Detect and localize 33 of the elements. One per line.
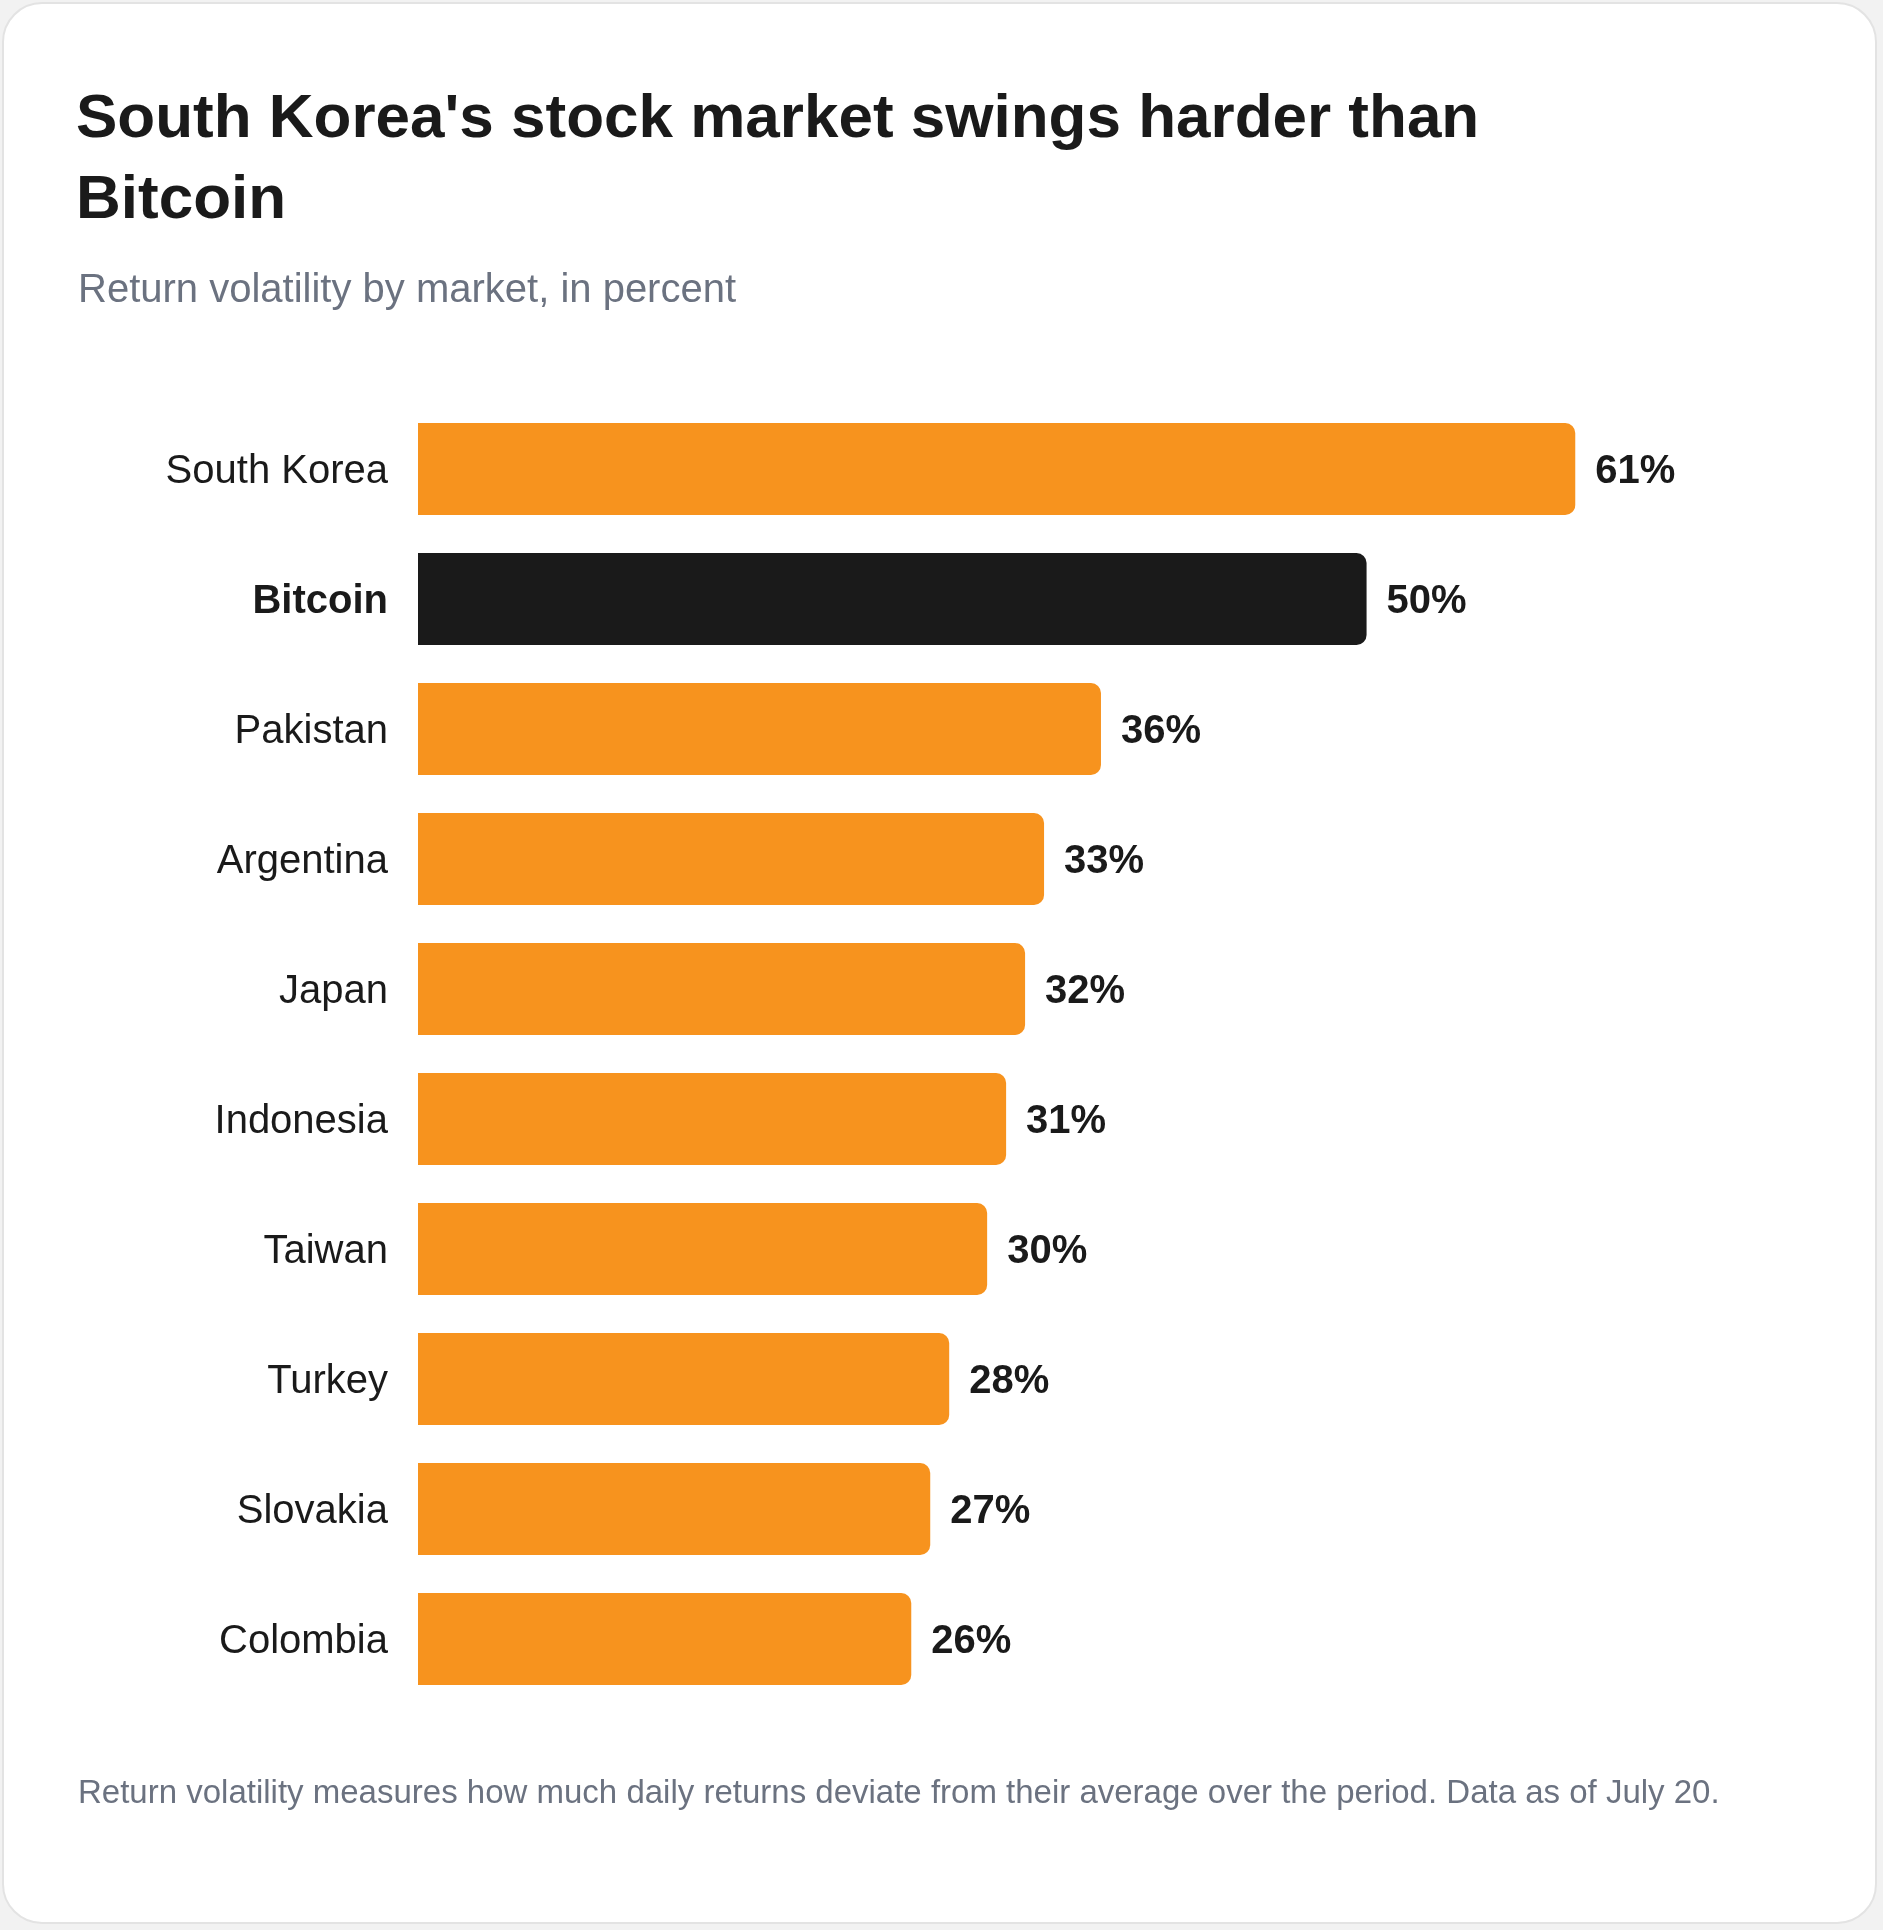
bar bbox=[418, 1073, 1007, 1165]
y-tick-label: Turkey bbox=[267, 1357, 388, 1401]
bar bbox=[418, 1203, 988, 1295]
data-label: 31% bbox=[1026, 1097, 1107, 1141]
y-tick-label: Colombia bbox=[219, 1617, 389, 1661]
text: Return volatility measures how much daily returns deviate from their average over the period. Data as of July 20. bbox=[78, 1772, 1721, 1812]
data-label: 30% bbox=[1007, 1227, 1088, 1271]
data-label: 50% bbox=[1386, 577, 1467, 621]
y-tick-label: Taiwan bbox=[263, 1227, 388, 1271]
y-tick-label: Indonesia bbox=[214, 1097, 389, 1141]
data-label: 32% bbox=[1045, 967, 1126, 1011]
chart-subtitle: Return volatility by market, in percent bbox=[78, 266, 737, 311]
data-label: 61% bbox=[1595, 447, 1676, 491]
chart-title: South Korea's stock market swings harder than Bitcoin bbox=[76, 80, 1481, 233]
data-label: 36% bbox=[1120, 707, 1202, 751]
bar bbox=[418, 943, 1026, 1035]
data-label: 26% bbox=[931, 1617, 1012, 1661]
bar bbox=[418, 1593, 912, 1685]
data-label: 28% bbox=[969, 1357, 1050, 1401]
bar bbox=[418, 423, 1576, 515]
bar bbox=[418, 1333, 950, 1425]
bar bbox=[418, 1463, 931, 1555]
data-label: 33% bbox=[1064, 837, 1145, 881]
bar bbox=[418, 683, 1101, 775]
bar bbox=[418, 553, 1367, 645]
y-tick-label: Slovakia bbox=[236, 1487, 389, 1531]
y-tick-label: Japan bbox=[279, 967, 388, 1011]
bar bbox=[418, 813, 1045, 905]
y-tick-label: South Korea bbox=[165, 447, 389, 491]
y-tick-label: Pakistan bbox=[234, 707, 388, 751]
data-label: 27% bbox=[950, 1487, 1031, 1531]
y-tick-label: Argentina bbox=[216, 837, 389, 881]
y-tick-label: Bitcoin bbox=[252, 577, 388, 621]
